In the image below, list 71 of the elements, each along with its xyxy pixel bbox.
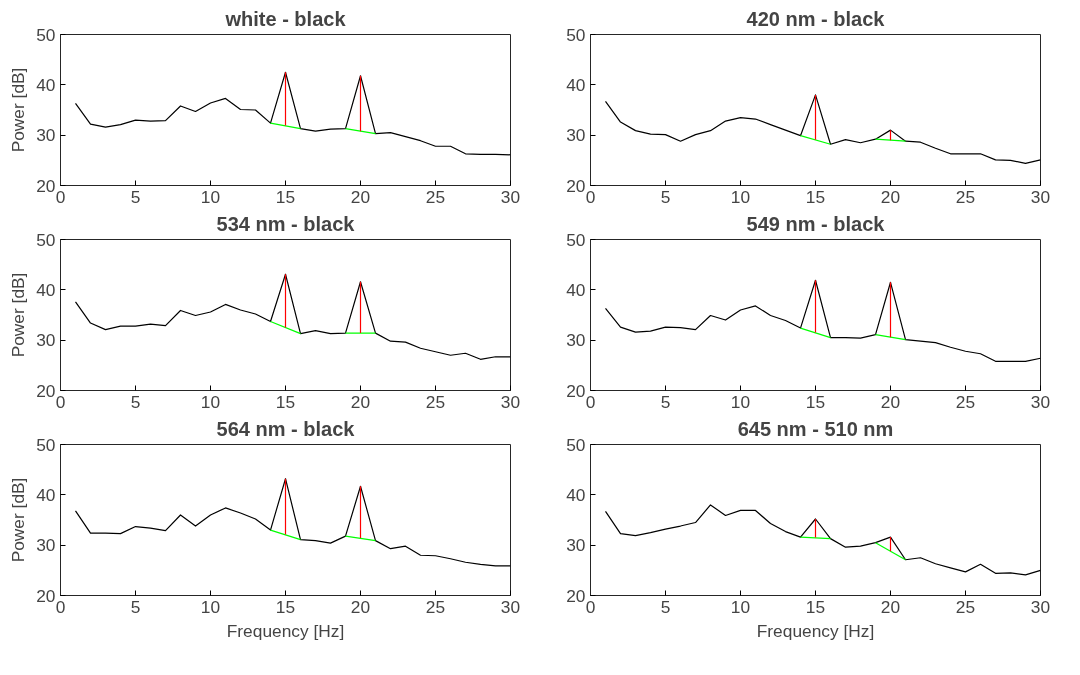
- x-tick-label: 0: [585, 596, 596, 617]
- x-tick-label: 20: [880, 391, 901, 412]
- x-tick-label: 5: [660, 391, 671, 412]
- chart-title: 564 nm - black: [216, 417, 356, 440]
- y-tick-label: 40: [566, 74, 586, 95]
- x-tick-label: 15: [805, 596, 826, 617]
- x-tick-label: 5: [130, 596, 141, 617]
- x-tick-label: 10: [200, 596, 221, 617]
- y-axis-title: Power [dB]: [8, 272, 29, 358]
- y-axis-title: Power [dB]: [8, 67, 29, 153]
- y-tick-label: 50: [566, 434, 586, 455]
- chart-title: 549 nm - black: [746, 212, 886, 235]
- y-tick-label: 30: [36, 125, 56, 146]
- y-tick-label: 50: [566, 24, 586, 45]
- y-tick-label: 50: [566, 229, 586, 250]
- y-tick-label: 40: [566, 484, 586, 505]
- x-tick-label: 0: [585, 186, 596, 207]
- x-tick-label: 15: [805, 391, 826, 412]
- y-tick-label: 50: [36, 434, 56, 455]
- x-tick-label: 20: [350, 186, 371, 207]
- y-tick-label: 40: [566, 279, 586, 300]
- x-axis-title: Frequency [Hz]: [226, 620, 345, 641]
- x-tick-label: 10: [730, 186, 751, 207]
- x-tick-label: 30: [1030, 596, 1051, 617]
- x-tick-label: 30: [500, 186, 521, 207]
- y-tick-label: 30: [566, 535, 586, 556]
- x-tick-label: 30: [1030, 391, 1051, 412]
- y-tick-label: 50: [36, 24, 56, 45]
- x-tick-label: 10: [200, 391, 221, 412]
- y-tick-label: 30: [566, 330, 586, 351]
- y-tick-label: 40: [36, 279, 56, 300]
- chart-title: 420 nm - black: [746, 7, 886, 30]
- y-tick-label: 30: [566, 125, 586, 146]
- x-tick-label: 20: [350, 391, 371, 412]
- x-tick-label: 20: [880, 186, 901, 207]
- x-tick-label: 30: [1030, 186, 1051, 207]
- y-tick-label: 30: [36, 535, 56, 556]
- x-tick-label: 25: [425, 186, 446, 207]
- y-tick-label: 50: [36, 229, 56, 250]
- x-axis-title: Frequency [Hz]: [756, 620, 875, 641]
- y-tick-label: 40: [36, 484, 56, 505]
- x-tick-label: 20: [880, 596, 901, 617]
- y-tick-label: 30: [36, 330, 56, 351]
- x-tick-label: 0: [585, 391, 596, 412]
- x-tick-label: 15: [275, 186, 296, 207]
- x-tick-label: 25: [955, 186, 976, 207]
- x-tick-label: 25: [955, 391, 976, 412]
- x-tick-label: 5: [660, 596, 671, 617]
- x-tick-label: 0: [55, 186, 66, 207]
- x-tick-label: 30: [500, 391, 521, 412]
- x-tick-label: 20: [350, 596, 371, 617]
- x-tick-label: 25: [425, 596, 446, 617]
- x-tick-label: 25: [425, 391, 446, 412]
- x-tick-label: 5: [660, 186, 671, 207]
- x-tick-label: 30: [500, 596, 521, 617]
- chart-title: 534 nm - black: [216, 212, 356, 235]
- x-tick-label: 25: [955, 596, 976, 617]
- chart-title: 645 nm - 510 nm: [737, 417, 894, 440]
- y-axis-title: Power [dB]: [8, 477, 29, 563]
- x-tick-label: 10: [200, 186, 221, 207]
- x-tick-label: 5: [130, 391, 141, 412]
- x-tick-label: 5: [130, 186, 141, 207]
- x-tick-label: 0: [55, 596, 66, 617]
- y-tick-label: 40: [36, 74, 56, 95]
- x-tick-label: 15: [275, 596, 296, 617]
- x-tick-label: 10: [730, 391, 751, 412]
- x-tick-label: 10: [730, 596, 751, 617]
- x-tick-label: 15: [275, 391, 296, 412]
- x-tick-label: 0: [55, 391, 66, 412]
- x-tick-label: 15: [805, 186, 826, 207]
- chart-title: white - black: [224, 7, 347, 30]
